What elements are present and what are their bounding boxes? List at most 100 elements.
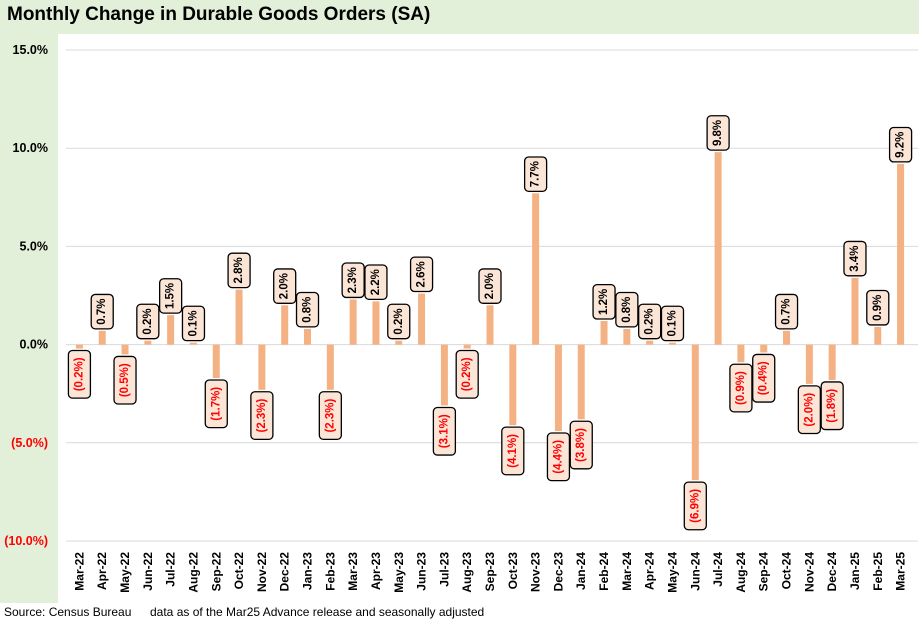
data-label-box [866,289,890,326]
bar [235,289,243,345]
y-tick-label: 5.0% [20,239,49,253]
x-tick-label: Aug-23 [460,552,474,593]
x-tick-label: Jan-25 [848,552,862,590]
data-label: 9.2% [895,132,907,158]
x-tick-label: Jun-24 [688,552,702,591]
data-label: (0.5%) [119,363,131,397]
x-tick-label: Aug-22 [186,552,200,593]
bar [98,330,106,345]
y-tick-label: (5.0%) [11,436,48,450]
data-label-box [455,349,479,399]
y-tick-label: 0.0% [20,338,49,352]
data-label: (1.8%) [826,389,838,423]
bar [828,344,836,380]
data-label-box [660,305,685,342]
bar [395,340,403,345]
bar [121,344,129,355]
bar [326,344,334,390]
data-label: 0.1% [187,310,199,336]
data-label-box [273,268,297,304]
data-label-box [181,305,206,342]
bar [486,305,494,345]
x-tick-label: Jan-23 [301,552,315,590]
x-tick-label: Oct-22 [232,552,246,590]
data-label: 2.6% [416,261,428,287]
data-label-box [158,278,183,314]
bar [623,328,631,345]
bar [418,293,426,345]
data-label-box [295,291,320,328]
bar [532,193,540,345]
bar [714,152,722,345]
data-label: (2.3%) [256,398,268,432]
data-label-box [136,303,160,340]
data-label-box [888,126,913,163]
bar [372,301,380,345]
y-tick-label: 10.0% [13,141,48,155]
x-tick-label: Jul-24 [711,552,725,587]
data-label-box [843,240,867,277]
data-label-box [113,355,137,405]
x-tick-label: Jun-23 [415,552,429,591]
data-label: 0.2% [142,308,154,334]
data-label: (3.8%) [575,428,587,462]
x-tick-label: Apr-23 [369,552,383,590]
data-label: 7.7% [530,161,542,187]
x-tick-label: Sep-22 [209,552,223,592]
bar [554,344,562,432]
bar [668,342,676,345]
data-label-box [683,481,707,531]
x-tick-label: Jul-23 [437,552,451,587]
data-label: 0.8% [302,297,314,323]
y-tick-label: 15.0% [13,43,48,57]
data-note: data as of the Mar25 Advance release and… [150,605,485,619]
bar [281,305,289,345]
data-label: 0.2% [644,308,656,334]
bar [258,344,266,390]
bar [440,344,448,406]
bar [509,344,517,426]
source-note: Source: Census Bureau [4,605,132,619]
data-label-box [341,262,365,299]
x-tick-label: Apr-24 [643,552,657,590]
data-label: 2.3% [347,267,359,293]
data-label-box [250,391,274,441]
bar [760,344,768,353]
x-tick-label: Mar-23 [346,552,360,591]
data-label-box [204,379,228,429]
data-label: (4.4%) [552,440,564,474]
x-tick-label: Jan-24 [574,552,588,590]
data-label: (0.9%) [735,371,747,405]
x-tick-label: Jul-22 [164,552,178,587]
bar [897,163,905,345]
y-tick-label: (10.0%) [4,534,48,548]
x-tick-label: Jun-22 [141,552,155,591]
data-label-box [569,420,593,470]
data-label: 1.5% [165,283,177,309]
data-label-box [546,432,571,482]
chart-title: Monthly Change in Durable Goods Orders (… [7,4,431,25]
x-tick-label: Oct-23 [506,552,520,590]
data-label-box [387,303,411,340]
x-tick-label: Mar-24 [620,552,634,591]
x-tick-label: Dec-23 [551,552,565,592]
data-label: 0.2% [393,308,405,334]
data-label: 0.7% [781,299,793,325]
bar [577,344,585,420]
data-label-box [752,353,776,403]
data-label-box [638,303,662,340]
data-label: 2.0% [484,273,496,299]
data-label-box [615,291,639,328]
data-label-box [592,283,616,320]
data-label-box [706,115,730,151]
bar [691,344,699,481]
data-label: (0.4%) [758,361,770,395]
x-tick-label: May-23 [392,552,406,593]
bar [874,326,882,345]
x-tick-label: Dec-24 [825,552,839,592]
data-label-box [364,264,388,301]
data-label-box [227,252,251,289]
data-label: 2.2% [370,269,382,295]
data-label: (4.1%) [507,434,519,468]
